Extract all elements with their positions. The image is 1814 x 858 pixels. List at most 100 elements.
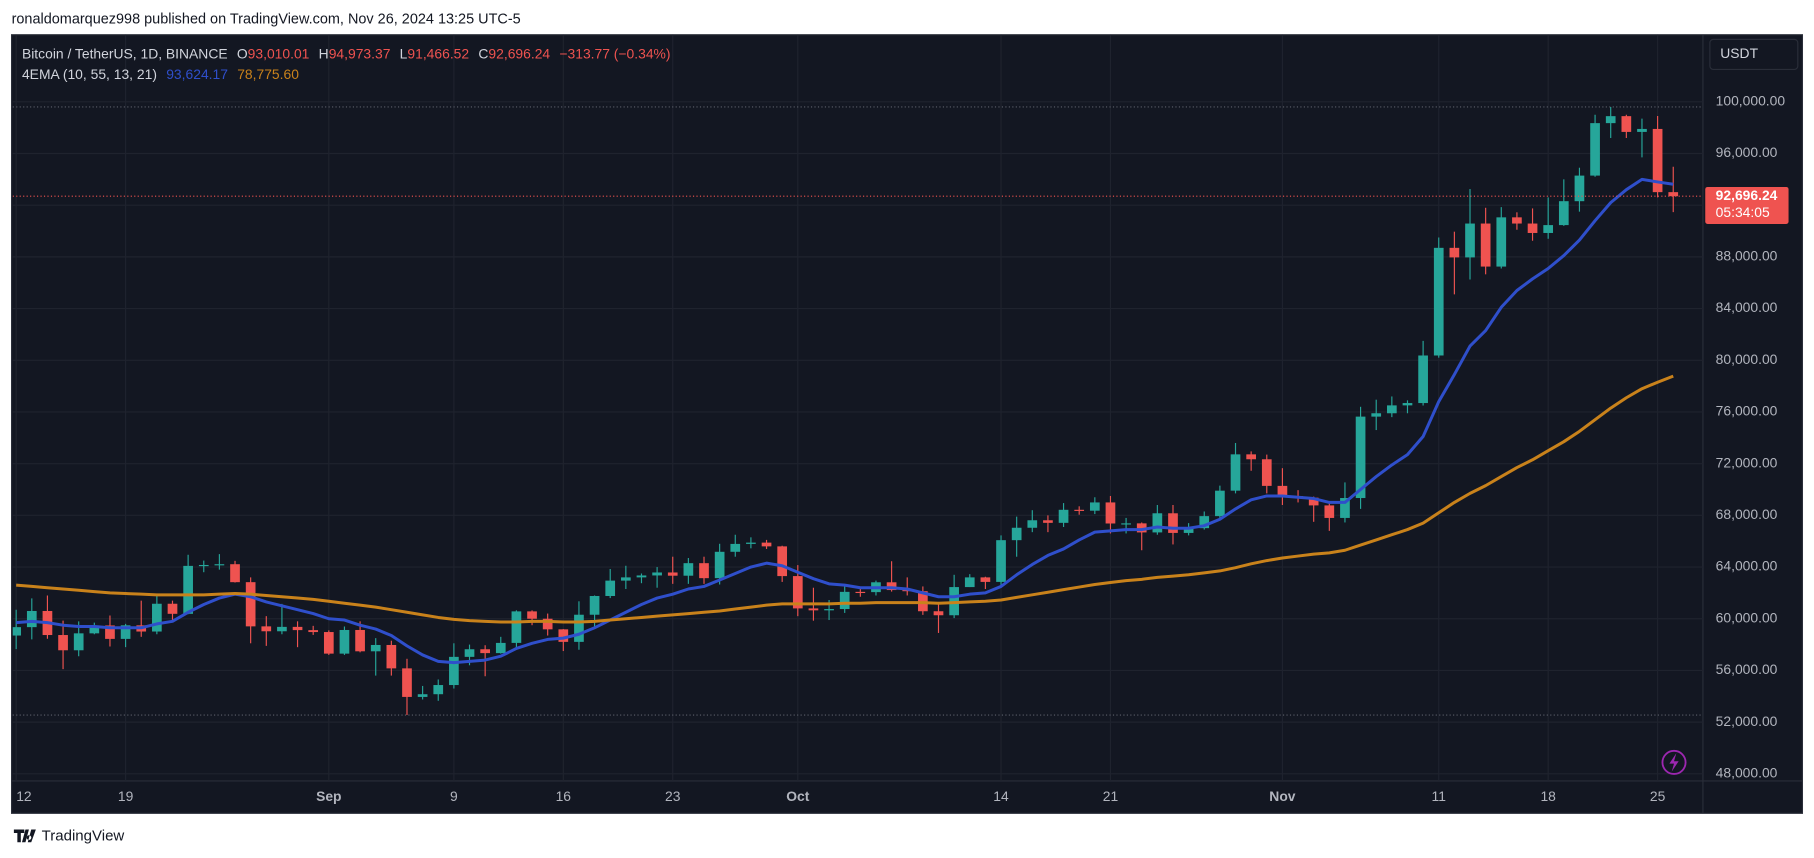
candle-body xyxy=(1496,217,1507,267)
candle-body xyxy=(292,626,303,631)
candle-body xyxy=(964,577,975,588)
candle-body xyxy=(1605,116,1616,124)
ema-value: 93,624.17 xyxy=(166,66,228,82)
ohlc-key: H xyxy=(319,45,329,61)
candle-body xyxy=(339,629,350,654)
candle-body xyxy=(1340,498,1350,518)
ohlc-value: 92,696.24 xyxy=(488,45,550,61)
candle-body xyxy=(1652,128,1663,193)
candle-body xyxy=(980,577,991,582)
y-tick-label: 96,000.00 xyxy=(1716,144,1778,160)
candle-body xyxy=(214,564,225,566)
candle-body xyxy=(511,611,522,643)
y-tick-label: 100,000.00 xyxy=(1716,92,1786,108)
candle-body xyxy=(1168,513,1178,533)
y-tick-label: 84,000.00 xyxy=(1716,299,1778,315)
candle-body xyxy=(1183,528,1194,533)
y-tick-label: 72,000.00 xyxy=(1716,454,1778,470)
candle-body xyxy=(1277,485,1288,497)
candle-body xyxy=(1246,454,1256,460)
y-tick-label: 56,000.00 xyxy=(1716,661,1778,677)
ohlc-key: L xyxy=(400,45,408,61)
candle-body xyxy=(449,656,459,686)
candle-body xyxy=(1152,513,1163,533)
candle-body xyxy=(464,649,475,657)
candle-body xyxy=(1637,128,1647,132)
candle-body xyxy=(198,564,209,567)
candle-body xyxy=(1027,520,1038,528)
candle-body xyxy=(323,632,334,654)
candle-body xyxy=(746,542,756,544)
x-tick-label: 11 xyxy=(1432,788,1447,804)
candle-body xyxy=(1058,509,1069,523)
y-tick-label: 88,000.00 xyxy=(1716,248,1778,264)
candle-body xyxy=(1543,225,1554,233)
candle-body xyxy=(1371,413,1382,417)
brand-logo xyxy=(13,829,36,843)
brand-name: TradingView xyxy=(42,827,125,844)
candle-body xyxy=(1074,509,1085,511)
candle-body xyxy=(1199,516,1210,529)
candle-body xyxy=(230,564,240,583)
lightning-icon[interactable] xyxy=(1661,749,1687,775)
price-label-countdown: 05:34:05 xyxy=(1716,204,1770,220)
icon-bolt[interactable] xyxy=(1669,753,1679,772)
x-tick-label: 19 xyxy=(118,788,134,804)
symbol: Bitcoin / TetherUS, 1D, BINANCE xyxy=(22,45,228,61)
candle-body xyxy=(1418,355,1428,404)
y-tick-label: 76,000.00 xyxy=(1716,403,1778,419)
brand: TradingView xyxy=(13,827,125,844)
candle-body xyxy=(26,610,37,628)
ohlc-value: 91,466.52 xyxy=(407,45,469,61)
candle-body xyxy=(1387,405,1397,414)
candle-body xyxy=(89,625,100,634)
candle-body xyxy=(605,580,616,596)
candle-body xyxy=(683,563,694,576)
y-tick-label: 80,000.00 xyxy=(1716,351,1778,367)
candle-body xyxy=(824,609,834,611)
candle-body xyxy=(636,575,647,578)
candle-body xyxy=(58,635,68,651)
candle-body xyxy=(699,563,709,579)
ohlc-value: 93,010.01 xyxy=(248,45,310,61)
ohlc-value: 94,973.37 xyxy=(329,45,391,61)
price-label-box xyxy=(1705,186,1789,224)
candle-body xyxy=(1261,459,1272,486)
x-tick-label: 9 xyxy=(450,788,458,804)
candle-body xyxy=(652,572,662,576)
candle-body xyxy=(1527,223,1538,233)
x-tick-label: Nov xyxy=(1269,788,1295,804)
candle-body xyxy=(1215,490,1225,517)
x-tick-label: 25 xyxy=(1650,788,1666,804)
candle-body xyxy=(152,603,162,632)
candle-body xyxy=(308,630,319,633)
candle-body xyxy=(714,551,725,579)
candle-body xyxy=(1308,497,1319,506)
ema-line xyxy=(16,374,1674,624)
candle-body xyxy=(792,576,803,609)
chart-background xyxy=(10,34,1804,814)
candle-body xyxy=(996,540,1006,582)
candle-body xyxy=(120,625,131,639)
candle-body xyxy=(777,546,788,577)
candle-body xyxy=(355,629,365,652)
candle-body xyxy=(105,625,115,639)
icon-circle[interactable] xyxy=(1661,749,1687,775)
x-tick-label: 23 xyxy=(665,788,681,804)
candle-body xyxy=(1480,223,1491,267)
candle-body xyxy=(933,611,944,616)
candle-body xyxy=(1043,520,1053,523)
y-tick-label: 68,000.00 xyxy=(1716,506,1778,522)
candle-body xyxy=(839,591,850,610)
ohlc-key: C xyxy=(478,45,488,61)
candle-body xyxy=(1324,505,1335,518)
candle-body xyxy=(1402,403,1413,406)
currency-button[interactable] xyxy=(1709,38,1799,71)
indicator-name: 4EMA (10, 55, 13, 21) xyxy=(22,66,157,82)
candle-body xyxy=(1465,223,1475,258)
candle-body xyxy=(370,644,381,652)
candle-body xyxy=(589,595,600,615)
ema-value: 78,775.60 xyxy=(237,66,299,82)
currency[interactable]: USDT xyxy=(1720,45,1758,61)
